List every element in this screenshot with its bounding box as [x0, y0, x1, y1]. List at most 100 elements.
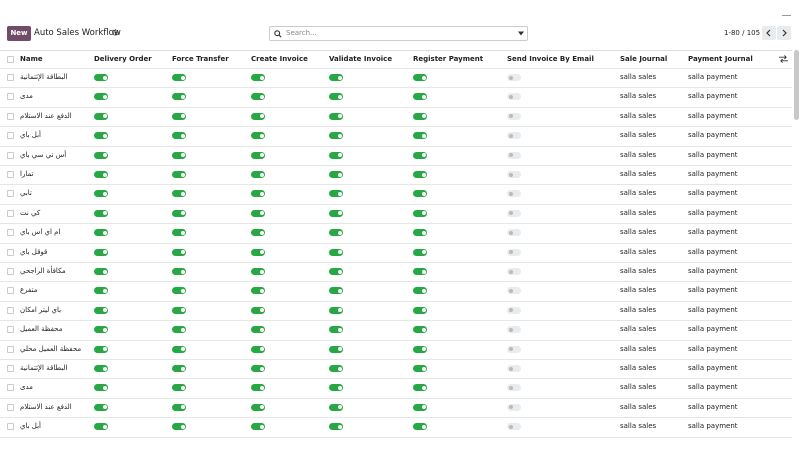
toggle[interactable]	[94, 384, 108, 392]
column-header[interactable]: Validate Invoice	[329, 55, 393, 63]
toggle[interactable]	[329, 248, 343, 256]
toggle[interactable]	[329, 74, 343, 81]
optional-columns-toggle[interactable]	[779, 55, 788, 63]
toggle[interactable]	[507, 112, 521, 120]
toggle[interactable]	[507, 384, 521, 392]
toggle[interactable]	[172, 326, 186, 334]
toggle[interactable]	[329, 151, 343, 159]
row-checkbox[interactable]	[7, 248, 14, 256]
toggle[interactable]	[172, 112, 186, 120]
toggle[interactable]	[413, 132, 427, 140]
toggle[interactable]	[94, 403, 108, 411]
toggle[interactable]	[172, 209, 186, 217]
toggle[interactable]	[172, 190, 186, 198]
toggle[interactable]	[172, 384, 186, 392]
toggle[interactable]	[94, 248, 108, 256]
toggle[interactable]	[413, 93, 427, 101]
toggle[interactable]	[507, 306, 521, 314]
toggle[interactable]	[251, 326, 265, 334]
column-header[interactable]: Name	[20, 55, 43, 63]
toggle[interactable]	[507, 209, 521, 217]
toggle[interactable]	[251, 229, 265, 237]
toggle[interactable]	[329, 326, 343, 334]
toggle[interactable]	[251, 306, 265, 314]
toggle[interactable]	[507, 229, 521, 237]
row-checkbox[interactable]	[7, 326, 14, 334]
search-box[interactable]	[269, 26, 528, 41]
toggle[interactable]	[94, 74, 108, 81]
toggle[interactable]	[413, 112, 427, 120]
toggle[interactable]	[413, 423, 427, 431]
toggle[interactable]	[172, 93, 186, 101]
row-checkbox[interactable]	[7, 229, 14, 237]
toggle[interactable]	[507, 365, 521, 372]
toggle[interactable]	[94, 306, 108, 314]
toggle[interactable]	[507, 132, 521, 140]
toggle[interactable]	[94, 112, 108, 120]
toggle[interactable]	[413, 365, 427, 372]
toggle[interactable]	[329, 132, 343, 140]
row-checkbox[interactable]	[7, 132, 14, 140]
pager-next[interactable]	[777, 26, 791, 40]
toggle[interactable]	[329, 345, 343, 353]
toggle[interactable]	[172, 287, 186, 295]
column-header[interactable]: Payment Journal	[688, 55, 753, 63]
toggle[interactable]	[94, 423, 108, 431]
toggle[interactable]	[251, 93, 265, 101]
column-header[interactable]: Delivery Order	[94, 55, 152, 63]
toggle[interactable]	[413, 74, 427, 81]
toggle[interactable]	[94, 93, 108, 101]
toggle[interactable]	[251, 365, 265, 372]
toggle[interactable]	[329, 229, 343, 237]
toggle[interactable]	[329, 306, 343, 314]
toggle[interactable]	[172, 365, 186, 372]
toggle[interactable]	[94, 190, 108, 198]
column-header[interactable]: Register Payment	[413, 55, 484, 63]
toggle[interactable]	[172, 248, 186, 256]
toggle[interactable]	[329, 268, 343, 275]
new-button[interactable]: New	[7, 26, 31, 41]
toggle[interactable]	[94, 151, 108, 159]
toggle[interactable]	[94, 171, 108, 178]
toggle[interactable]	[413, 306, 427, 314]
toggle[interactable]	[94, 268, 108, 275]
toggle[interactable]	[413, 209, 427, 217]
row-checkbox[interactable]	[7, 171, 14, 178]
toggle[interactable]	[507, 248, 521, 256]
toggle[interactable]	[329, 423, 343, 431]
toggle[interactable]	[172, 171, 186, 178]
row-checkbox[interactable]	[7, 403, 14, 411]
toggle[interactable]	[413, 287, 427, 295]
row-checkbox[interactable]	[7, 423, 14, 431]
toggle[interactable]	[251, 209, 265, 217]
row-checkbox[interactable]	[7, 268, 14, 275]
row-checkbox[interactable]	[7, 93, 14, 101]
toggle[interactable]	[94, 209, 108, 217]
toggle[interactable]	[413, 151, 427, 159]
row-checkbox[interactable]	[7, 209, 14, 217]
toggle[interactable]	[413, 384, 427, 392]
select-all-checkbox[interactable]	[7, 56, 14, 63]
toggle[interactable]	[251, 403, 265, 411]
toggle[interactable]	[413, 190, 427, 198]
toggle[interactable]	[413, 248, 427, 256]
row-checkbox[interactable]	[7, 74, 14, 81]
toggle[interactable]	[251, 384, 265, 392]
toggle[interactable]	[329, 365, 343, 372]
toggle[interactable]	[251, 190, 265, 198]
column-header[interactable]: Create Invoice	[251, 55, 308, 63]
toggle[interactable]	[413, 326, 427, 334]
toggle[interactable]	[251, 74, 265, 81]
toggle[interactable]	[413, 403, 427, 411]
toggle[interactable]	[172, 423, 186, 431]
toggle[interactable]	[507, 171, 521, 178]
row-checkbox[interactable]	[7, 384, 14, 392]
toggle[interactable]	[329, 93, 343, 101]
toggle[interactable]	[507, 345, 521, 353]
toggle[interactable]	[329, 112, 343, 120]
toggle[interactable]	[251, 112, 265, 120]
toggle[interactable]	[329, 171, 343, 178]
toggle[interactable]	[507, 268, 521, 275]
row-checkbox[interactable]	[7, 287, 14, 295]
toggle[interactable]	[172, 229, 186, 237]
